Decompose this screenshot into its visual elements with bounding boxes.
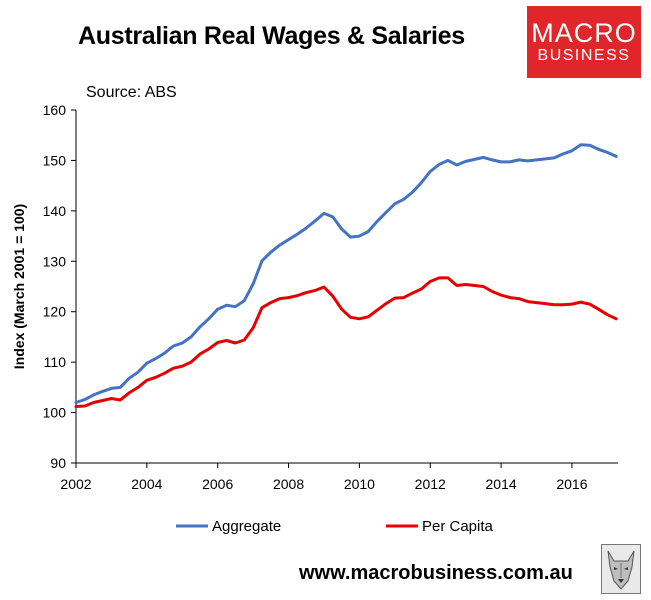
y-tick-label: 100 — [43, 405, 67, 421]
y-tick-label: 120 — [43, 304, 67, 320]
legend-label-aggregate: Aggregate — [212, 518, 281, 535]
source-note: Source: ABS — [86, 84, 177, 101]
series-line-per-capita — [74, 276, 618, 408]
x-tick-label: 2008 — [273, 476, 304, 492]
x-tick-label: 2016 — [556, 476, 587, 492]
x-tick-label: 2006 — [202, 476, 233, 492]
macrobusiness-logo[interactable]: MACRO BUSINESS — [527, 6, 641, 78]
chart-title: Australian Real Wages & Salaries — [78, 22, 465, 50]
series-line-aggregate — [74, 143, 618, 404]
y-tick-label: 160 — [43, 102, 67, 118]
y-tick-label: 130 — [43, 253, 67, 269]
x-tick-label: 2010 — [344, 476, 375, 492]
y-axis-label: Index (March 2001 = 100) — [11, 204, 27, 369]
x-tick-label: 2002 — [60, 476, 91, 492]
y-tick-label: 90 — [50, 455, 66, 471]
wolf-icon — [601, 544, 641, 594]
legend-label-per-capita: Per Capita — [422, 518, 494, 535]
logo-line-business: BUSINESS — [537, 47, 631, 64]
y-tick-label: 110 — [44, 354, 67, 370]
x-tick-label: 2004 — [131, 476, 162, 492]
y-tick-label: 140 — [43, 203, 67, 219]
y-tick-label: 150 — [43, 152, 67, 168]
logo-line-macro: MACRO — [531, 18, 637, 48]
x-tick-label: 2012 — [415, 476, 446, 492]
line-chart: 90 100 110 120 130 140 150 160 2002 2004 2006 2008 2… — [11, 102, 618, 535]
x-tick-label: 2014 — [486, 476, 517, 492]
website-url[interactable]: www.macrobusiness.com.au — [299, 562, 573, 584]
